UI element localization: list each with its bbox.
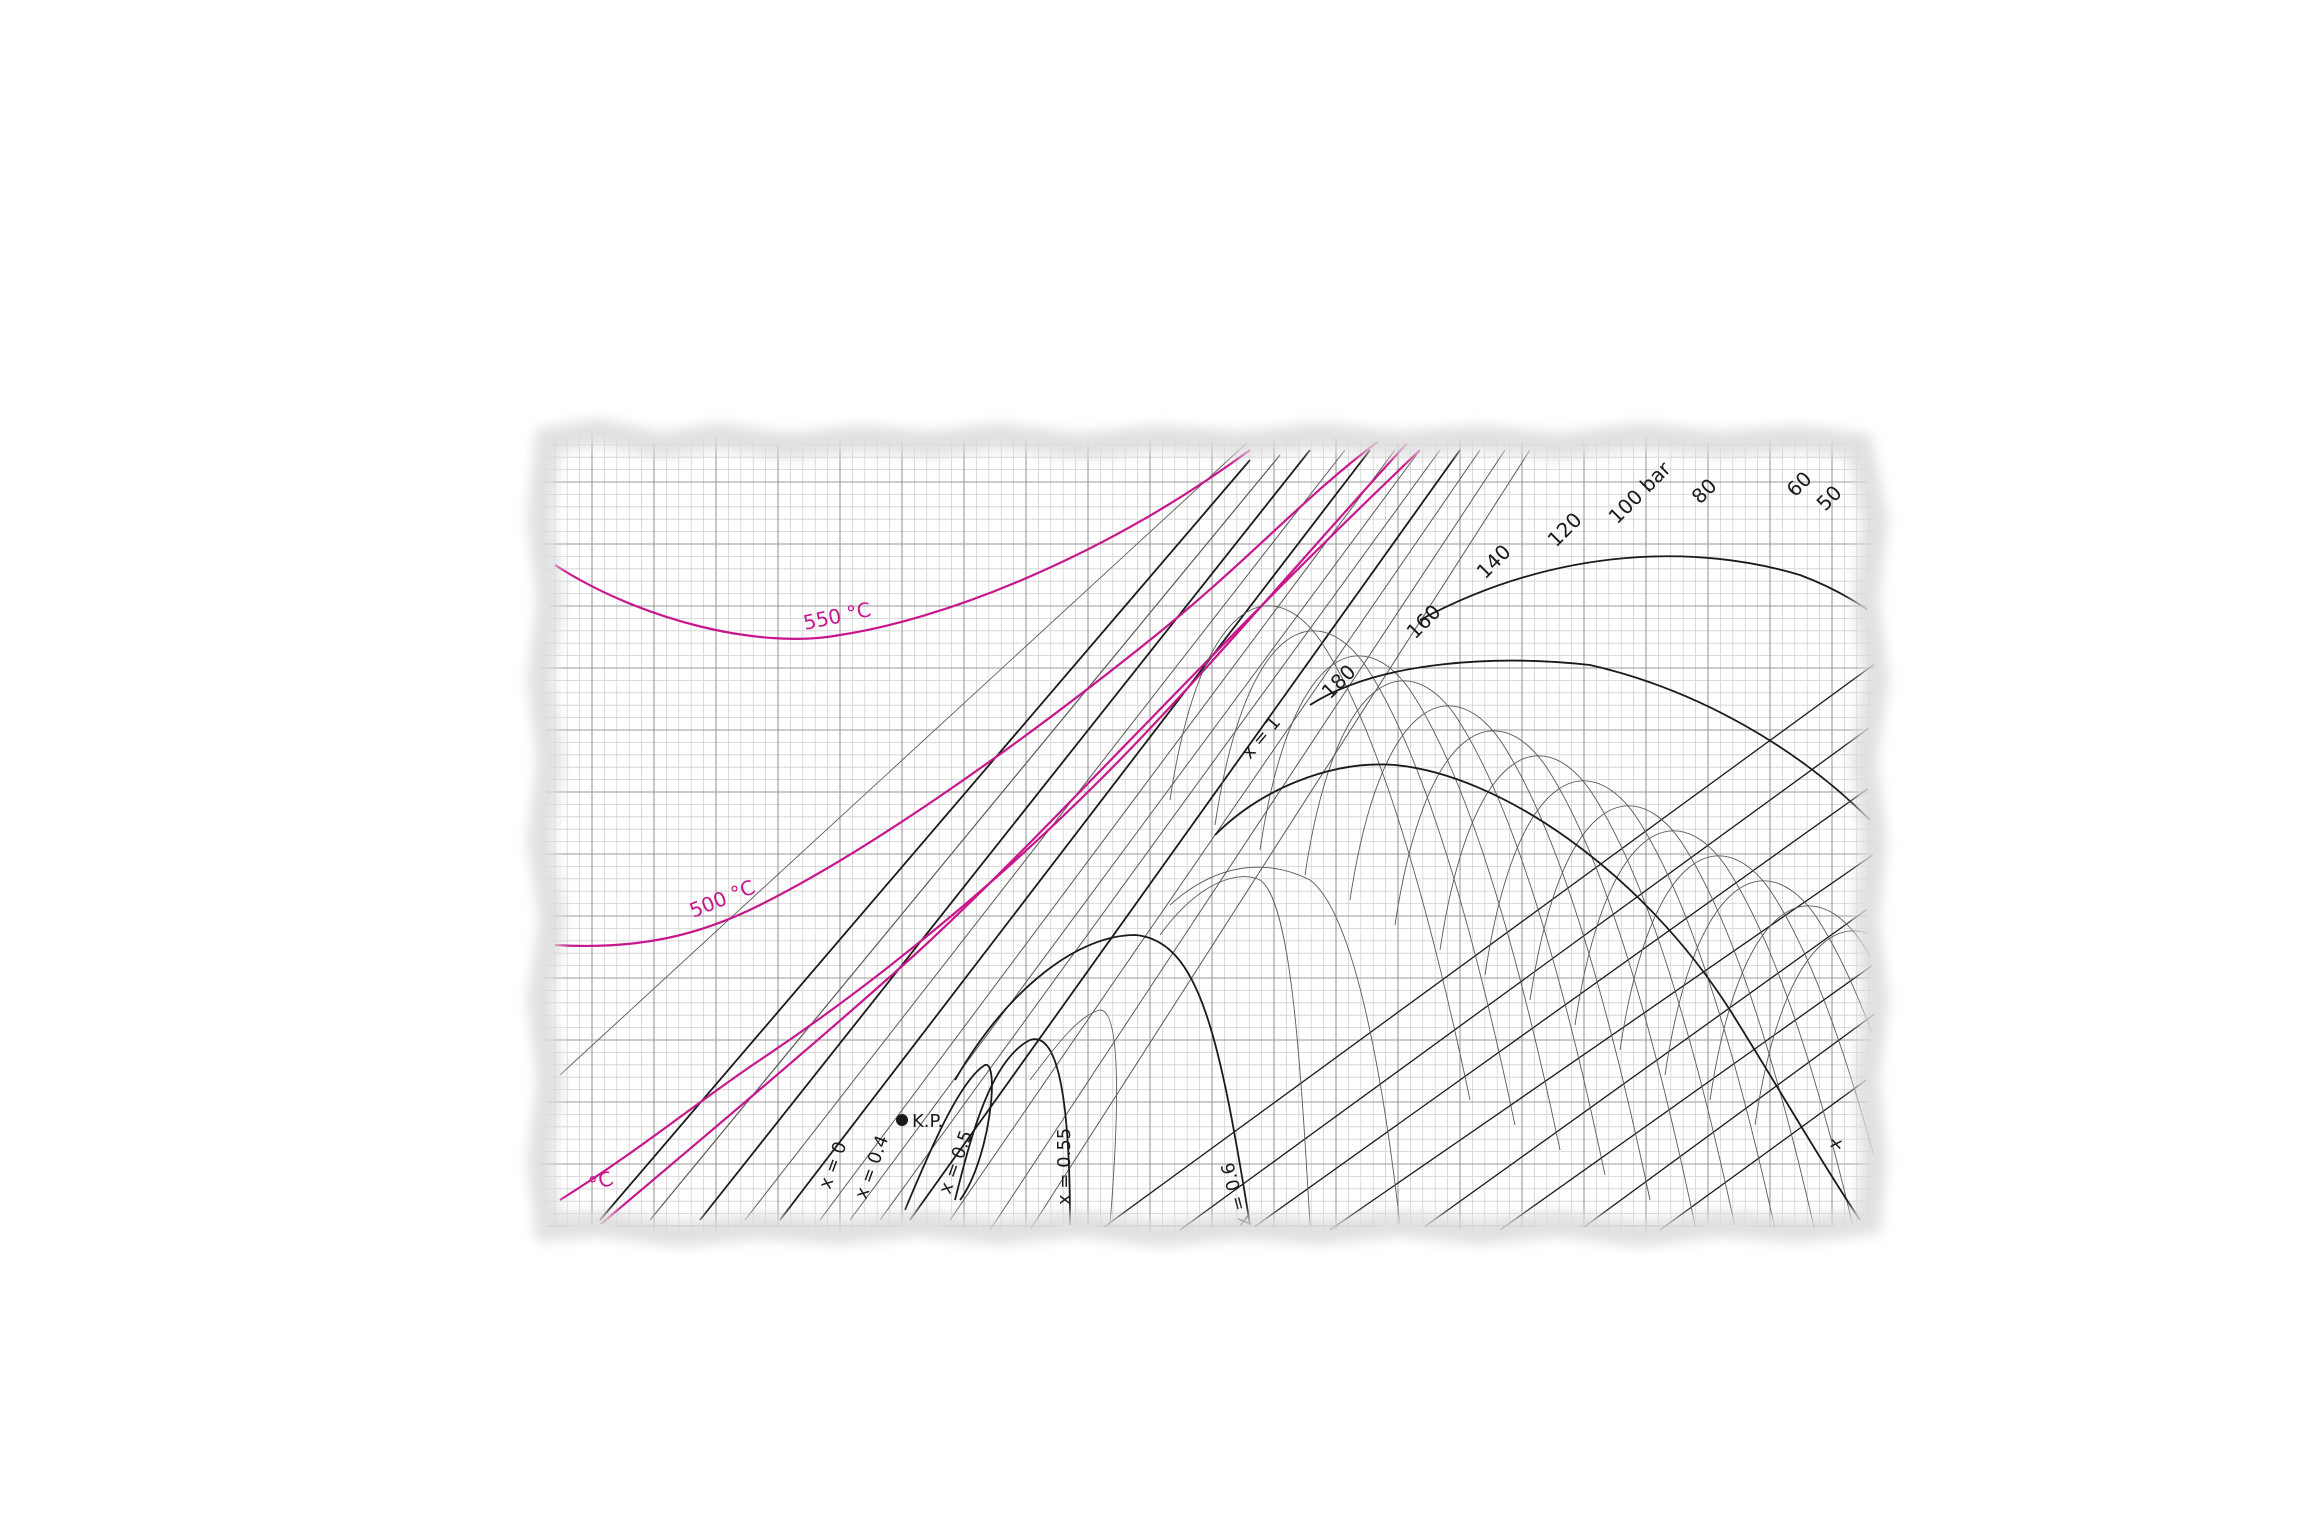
isobar-line-0: [559, 439, 1251, 1076]
isobar-right-2: [1419, 899, 1876, 1231]
critical-point-label: K.P.: [912, 1111, 943, 1132]
saturation-curve-5: [904, 1064, 993, 1211]
pressure-arc-7: [1484, 780, 1786, 1234]
saturation-curve-3: [954, 934, 1251, 1226]
critical-point-marker: [896, 1114, 908, 1126]
isobar-line-1: [599, 459, 1251, 1221]
isotherm-3: [599, 449, 1421, 1226]
isobar-right-1: [1329, 849, 1876, 1231]
pressure-arc-13: [1754, 930, 1876, 1234]
torn-paper-edge: [526, 418, 1890, 1248]
quality-curve-0: [1029, 1009, 1117, 1226]
saturation-curve-2: [1419, 555, 1876, 621]
isotherm-0: [554, 449, 1251, 640]
isobar-line-6: [819, 449, 1396, 1221]
pressure-arc-2: [1259, 655, 1561, 1151]
major-grid: [540, 432, 1876, 1234]
isotherm-1: [554, 439, 1381, 948]
pressure-arc-3: [1304, 680, 1606, 1176]
pressure-arc-8: [1529, 805, 1831, 1234]
pressure-arc-10: [1619, 855, 1876, 1234]
isobar-line-4: [744, 449, 1346, 1221]
isobar-right-5: [1659, 1069, 1876, 1231]
quality-label-6: x: [1824, 1136, 1847, 1150]
pressure-arc-4: [1349, 705, 1651, 1201]
diagram-curves: [554, 439, 1876, 1234]
isobar-line-7: [849, 449, 1421, 1221]
isobar-line-9: [909, 449, 1461, 1221]
fine-grid: [540, 432, 1876, 1234]
saturation-curve-0: [1214, 763, 1861, 1221]
saturation-curve-4: [954, 1038, 1071, 1226]
saturation-curve-1: [1309, 659, 1871, 821]
pressure-arc-6: [1439, 755, 1741, 1234]
pressure-arc-1: [1214, 630, 1516, 1126]
quality-label-3: x = 0.55: [1054, 1128, 1075, 1205]
isobar-line-11: [989, 449, 1506, 1231]
pressure-arc-5: [1394, 730, 1696, 1226]
pressure-arc-0: [1169, 605, 1471, 1101]
paper-background: [540, 432, 1876, 1234]
pressure-arc-9: [1574, 830, 1876, 1234]
quality-curve-1: [1159, 876, 1311, 1226]
isobar-right-6: [1179, 719, 1876, 1231]
isobar-line-3: [699, 449, 1311, 1221]
isobar-right-4: [1579, 1009, 1876, 1231]
isobar-line-12: [1029, 449, 1531, 1231]
major-grid-lines: [540, 432, 1876, 1234]
isobar-line-5: [779, 449, 1371, 1221]
isobar-right-3: [1499, 959, 1876, 1231]
pressure-arc-11: [1664, 880, 1876, 1234]
isobar-line-8: [879, 449, 1441, 1221]
quality-curve-2: [1169, 866, 1401, 1226]
fine-grid-lines: [540, 432, 1876, 1234]
